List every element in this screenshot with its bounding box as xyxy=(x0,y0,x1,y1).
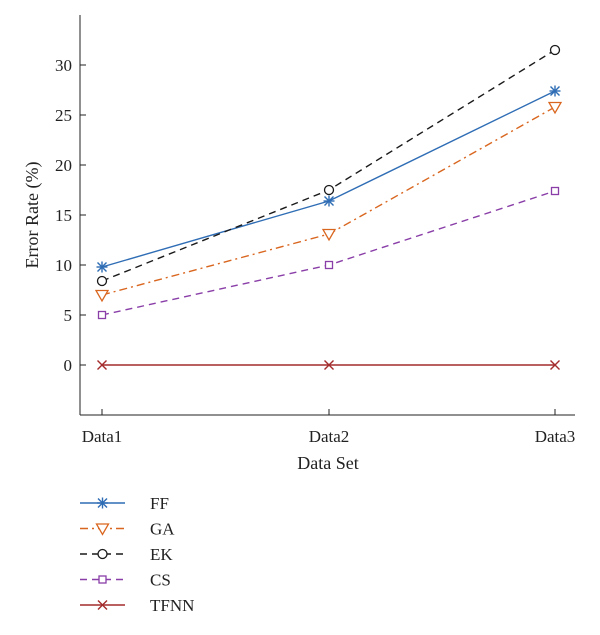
data-point-ga xyxy=(321,228,337,242)
data-point-ek xyxy=(323,184,335,196)
data-point-ek xyxy=(549,44,561,56)
x-axis-title: Data Set xyxy=(297,453,358,473)
y-tick-label: 25 xyxy=(55,106,72,125)
data-point-cs xyxy=(324,260,334,270)
data-point-ff xyxy=(96,261,108,273)
legend-marker xyxy=(97,497,108,509)
series-ga xyxy=(94,101,563,303)
data-point-ga xyxy=(94,289,110,303)
legend-item-ek: EK xyxy=(80,545,173,564)
legend-item-ga: GA xyxy=(80,520,175,539)
series-ff xyxy=(96,85,561,273)
legend-item-cs: CS xyxy=(80,571,171,590)
series-tfnn xyxy=(97,360,560,370)
y-tick-label: 5 xyxy=(64,306,73,325)
series-line-cs xyxy=(101,190,556,316)
legend-item-tfnn: TFNN xyxy=(80,596,194,615)
legend-marker xyxy=(97,600,108,610)
data-point-ek xyxy=(96,275,108,287)
legend-label: TFNN xyxy=(150,596,194,615)
legend-label: EK xyxy=(150,545,173,564)
legend-label: CS xyxy=(150,571,171,590)
legend-marker xyxy=(95,523,110,536)
series-cs xyxy=(97,186,560,320)
y-tick-label: 0 xyxy=(64,356,73,375)
legend-item-ff: FF xyxy=(80,494,169,513)
data-point-tfnn xyxy=(550,360,560,370)
series-ek xyxy=(96,44,561,287)
legend: FF GA EK CS TFNN xyxy=(80,494,194,615)
y-tick-label: 15 xyxy=(55,206,72,225)
data-point-tfnn xyxy=(324,360,334,370)
series-line-ff xyxy=(101,90,556,268)
y-tick-label: 10 xyxy=(55,256,72,275)
x-tick-label: Data1 xyxy=(82,427,123,446)
x-tick-label: Data3 xyxy=(535,427,576,446)
data-point-tfnn xyxy=(97,360,107,370)
data-point-ff xyxy=(549,85,561,97)
data-point-ga xyxy=(547,101,563,115)
data-point-cs xyxy=(550,186,560,196)
x-tick-label: Data2 xyxy=(309,427,350,446)
axes xyxy=(79,15,575,416)
series-lines xyxy=(94,44,563,370)
y-tick-label: 20 xyxy=(55,156,72,175)
ticks: 0 5 10 15 20 25 30 Data1 Data2 Data3 xyxy=(55,56,575,446)
data-point-cs xyxy=(97,310,107,320)
y-tick-label: 30 xyxy=(55,56,72,75)
legend-marker xyxy=(98,575,107,584)
legend-marker xyxy=(97,548,108,560)
legend-label: GA xyxy=(150,520,175,539)
legend-label: FF xyxy=(150,494,169,513)
data-point-ff xyxy=(323,195,335,207)
y-axis-title: Error Rate (%) xyxy=(22,162,43,269)
series-line-ek xyxy=(101,49,556,282)
